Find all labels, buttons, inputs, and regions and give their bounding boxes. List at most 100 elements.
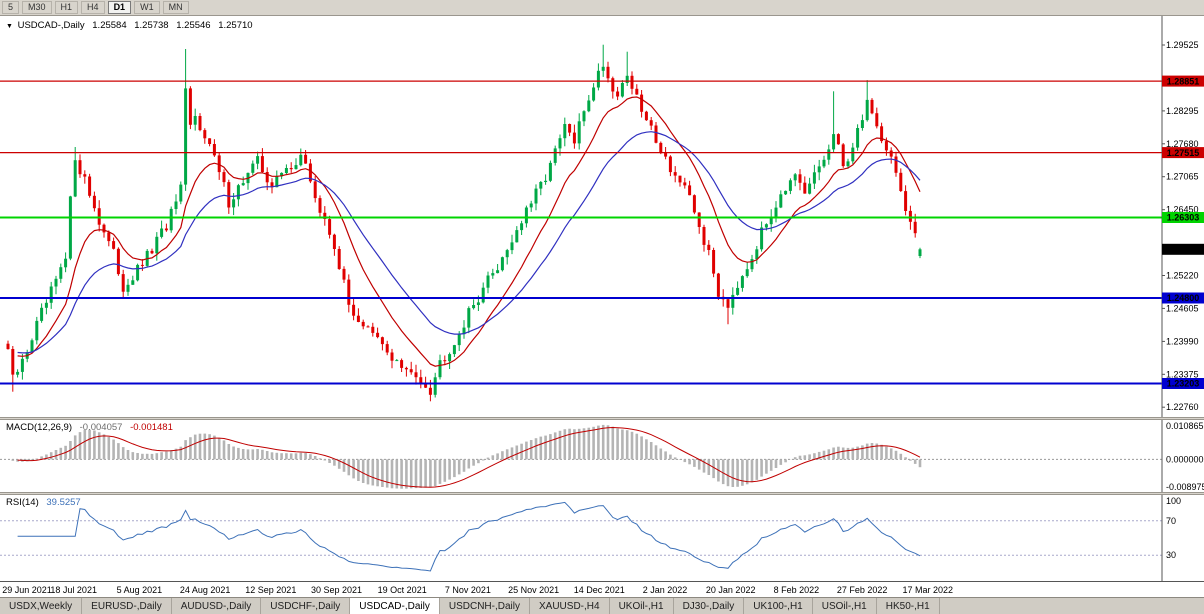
candle-body xyxy=(203,130,207,139)
rsi-name: RSI(14) xyxy=(6,497,39,508)
candle-body xyxy=(880,126,884,142)
candle-body xyxy=(376,332,380,338)
macd-panel: 0.010865 0.000000 -0.008975 MACD(12,26,9) … xyxy=(0,420,1204,492)
candle-body xyxy=(520,223,524,231)
candle-body xyxy=(616,91,620,97)
tab-usdx-weekly[interactable]: USDX,Weekly xyxy=(0,598,83,614)
tab-xauusd-h4[interactable]: XAUUSD-,H4 xyxy=(530,598,610,614)
macd-signal-value: -0.001481 xyxy=(130,422,173,433)
candle-body xyxy=(740,276,744,288)
rsi-line xyxy=(17,501,921,572)
ma-fast-line xyxy=(17,96,921,367)
date-axis-label: 2 Jan 2022 xyxy=(642,585,688,595)
timeframe-button-m30[interactable]: M30 xyxy=(22,1,52,14)
candle-body xyxy=(808,183,812,194)
chart-expander-icon[interactable]: ▼ xyxy=(6,23,13,30)
price-flag xyxy=(1162,147,1204,159)
candle-body xyxy=(150,250,154,254)
tab-eurusd-daily[interactable]: EURUSD-,Daily xyxy=(82,598,172,614)
candle-body xyxy=(448,354,452,362)
candle-body xyxy=(577,121,581,144)
candle-body xyxy=(20,358,24,372)
price-chart-canvas[interactable]: 1.29525 1.28295 1.27680 1.27065 1.26450 1.252… xyxy=(0,16,1204,417)
candle-body xyxy=(611,78,615,92)
candle-body xyxy=(462,327,466,335)
rsi-title: RSI(14) 39.5257 xyxy=(6,497,86,508)
tab-ukoil-h1[interactable]: UKOil-,H1 xyxy=(610,598,674,614)
panel-splitter[interactable] xyxy=(0,492,1204,495)
candle-body xyxy=(496,270,500,274)
timeframe-button-h4[interactable]: H4 xyxy=(81,1,105,14)
price-flag-label: 1.25710 xyxy=(1167,245,1200,255)
panel-splitter[interactable] xyxy=(0,417,1204,420)
candle-body xyxy=(169,208,173,231)
candle-body xyxy=(40,307,44,321)
candle-body xyxy=(726,299,730,308)
candle-body xyxy=(131,280,135,285)
candle-body xyxy=(222,172,226,183)
timeframe-button-mn[interactable]: MN xyxy=(162,1,189,14)
price-flag xyxy=(1162,292,1204,304)
candle-body xyxy=(54,278,58,287)
candle-body xyxy=(352,304,356,316)
candle-body xyxy=(683,182,687,186)
candle-body xyxy=(102,224,106,233)
tab-usdcad-daily[interactable]: USDCAD-,Daily xyxy=(350,598,440,614)
candle-body xyxy=(769,216,773,225)
chart-symbol-label: USDCAD-,Daily xyxy=(17,20,85,31)
candle-body xyxy=(822,159,826,167)
tab-hk50-h1[interactable]: HK50-,H1 xyxy=(877,598,940,614)
candle-body xyxy=(332,234,336,249)
rsi-value: 39.5257 xyxy=(46,497,81,508)
candle-body xyxy=(678,175,682,183)
timeframe-button-h1[interactable]: H1 xyxy=(54,1,79,14)
macd-chart-canvas[interactable]: 0.010865 0.000000 -0.008975 xyxy=(0,420,1204,492)
candle-body xyxy=(654,125,658,143)
candle-body xyxy=(668,156,672,173)
candle-body xyxy=(558,138,562,149)
macd-name: MACD(12,26,9) xyxy=(6,422,72,433)
main-chart-panel: 1.29525 1.28295 1.27680 1.27065 1.26450 1.252… xyxy=(0,16,1204,417)
tab-usdchf-daily[interactable]: USDCHF-,Daily xyxy=(261,598,351,614)
candle-body xyxy=(716,273,720,297)
candle-body xyxy=(371,326,375,333)
candle-body xyxy=(899,172,903,191)
candle-body xyxy=(265,172,269,183)
candle-body xyxy=(385,344,389,353)
candle-body xyxy=(44,302,48,308)
candle-body xyxy=(184,88,188,185)
candle-body xyxy=(97,208,101,225)
candle-body xyxy=(208,138,212,144)
tab-audusd-daily[interactable]: AUDUSD-,Daily xyxy=(172,598,262,614)
candle-body xyxy=(395,360,399,362)
candle-body xyxy=(260,156,264,172)
price-flag-label: 1.28851 xyxy=(1167,76,1200,86)
candle-body xyxy=(572,132,576,144)
timeframe-button-w1[interactable]: W1 xyxy=(134,1,160,14)
tab-dj30-daily[interactable]: DJ30-,Daily xyxy=(674,598,745,614)
ohlc-low: 1.25546 xyxy=(176,20,211,31)
tab-usdcnh-daily[interactable]: USDCNH-,Daily xyxy=(440,598,530,614)
date-axis-label: 18 Jul 2021 xyxy=(50,585,97,595)
price-axis-label: 1.26450 xyxy=(1166,205,1199,215)
candle-body xyxy=(342,268,346,280)
candle-body xyxy=(750,259,754,270)
candle-body xyxy=(390,352,394,361)
candle-body xyxy=(164,228,168,231)
timeframe-button-5[interactable]: 5 xyxy=(2,1,20,14)
candle-body xyxy=(592,87,596,101)
candle-body xyxy=(256,156,260,164)
tab-usoil-h1[interactable]: USOil-,H1 xyxy=(813,598,877,614)
candle-body xyxy=(409,369,413,373)
candle-body xyxy=(884,141,888,151)
time-axis[interactable]: 29 Jun 2021 18 Jul 2021 5 Aug 2021 24 Aug 2… xyxy=(0,581,1204,597)
candle-body xyxy=(836,134,840,145)
price-axis-label: 1.24605 xyxy=(1166,303,1199,313)
tab-uk100-h1[interactable]: UK100-,H1 xyxy=(744,598,813,614)
macd-title: MACD(12,26,9) -0.004057 -0.001481 xyxy=(6,422,178,433)
candle-body xyxy=(841,144,845,167)
rsi-chart-canvas[interactable]: 100 70 30 xyxy=(0,495,1204,581)
timeframe-button-d1[interactable]: D1 xyxy=(107,1,132,14)
macd-main-value: -0.004057 xyxy=(79,422,123,433)
candle-body xyxy=(553,148,557,163)
